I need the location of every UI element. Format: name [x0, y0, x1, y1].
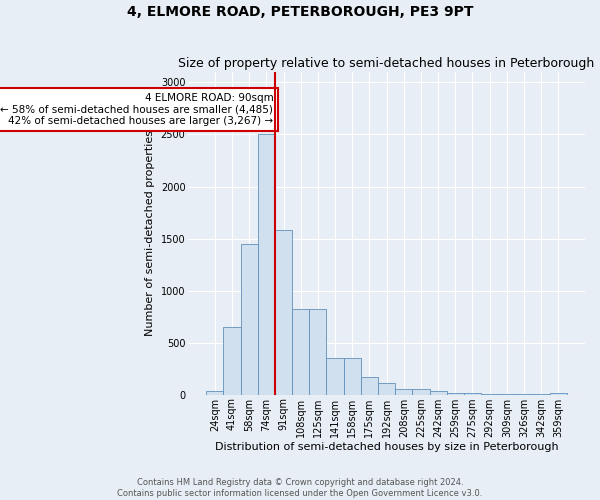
Bar: [223, 327, 241, 394]
Bar: [344, 358, 361, 395]
Bar: [430, 391, 447, 394]
Bar: [326, 358, 344, 395]
X-axis label: Distribution of semi-detached houses by size in Peterborough: Distribution of semi-detached houses by …: [215, 442, 559, 452]
Bar: [241, 244, 258, 394]
Text: Contains HM Land Registry data © Crown copyright and database right 2024.
Contai: Contains HM Land Registry data © Crown c…: [118, 478, 482, 498]
Y-axis label: Number of semi-detached properties: Number of semi-detached properties: [145, 130, 155, 336]
Bar: [447, 392, 464, 394]
Bar: [378, 383, 395, 394]
Bar: [310, 310, 326, 394]
Bar: [292, 310, 310, 394]
Bar: [464, 392, 481, 394]
Bar: [206, 391, 223, 394]
Text: 4, ELMORE ROAD, PETERBOROUGH, PE3 9PT: 4, ELMORE ROAD, PETERBOROUGH, PE3 9PT: [127, 5, 473, 19]
Bar: [361, 378, 378, 394]
Bar: [275, 230, 292, 394]
Title: Size of property relative to semi-detached houses in Peterborough: Size of property relative to semi-detach…: [178, 56, 595, 70]
Text: 4 ELMORE ROAD: 90sqm
← 58% of semi-detached houses are smaller (4,485)
42% of se: 4 ELMORE ROAD: 90sqm ← 58% of semi-detac…: [1, 93, 273, 126]
Bar: [258, 134, 275, 394]
Bar: [395, 389, 412, 394]
Bar: [550, 392, 567, 394]
Bar: [412, 389, 430, 394]
